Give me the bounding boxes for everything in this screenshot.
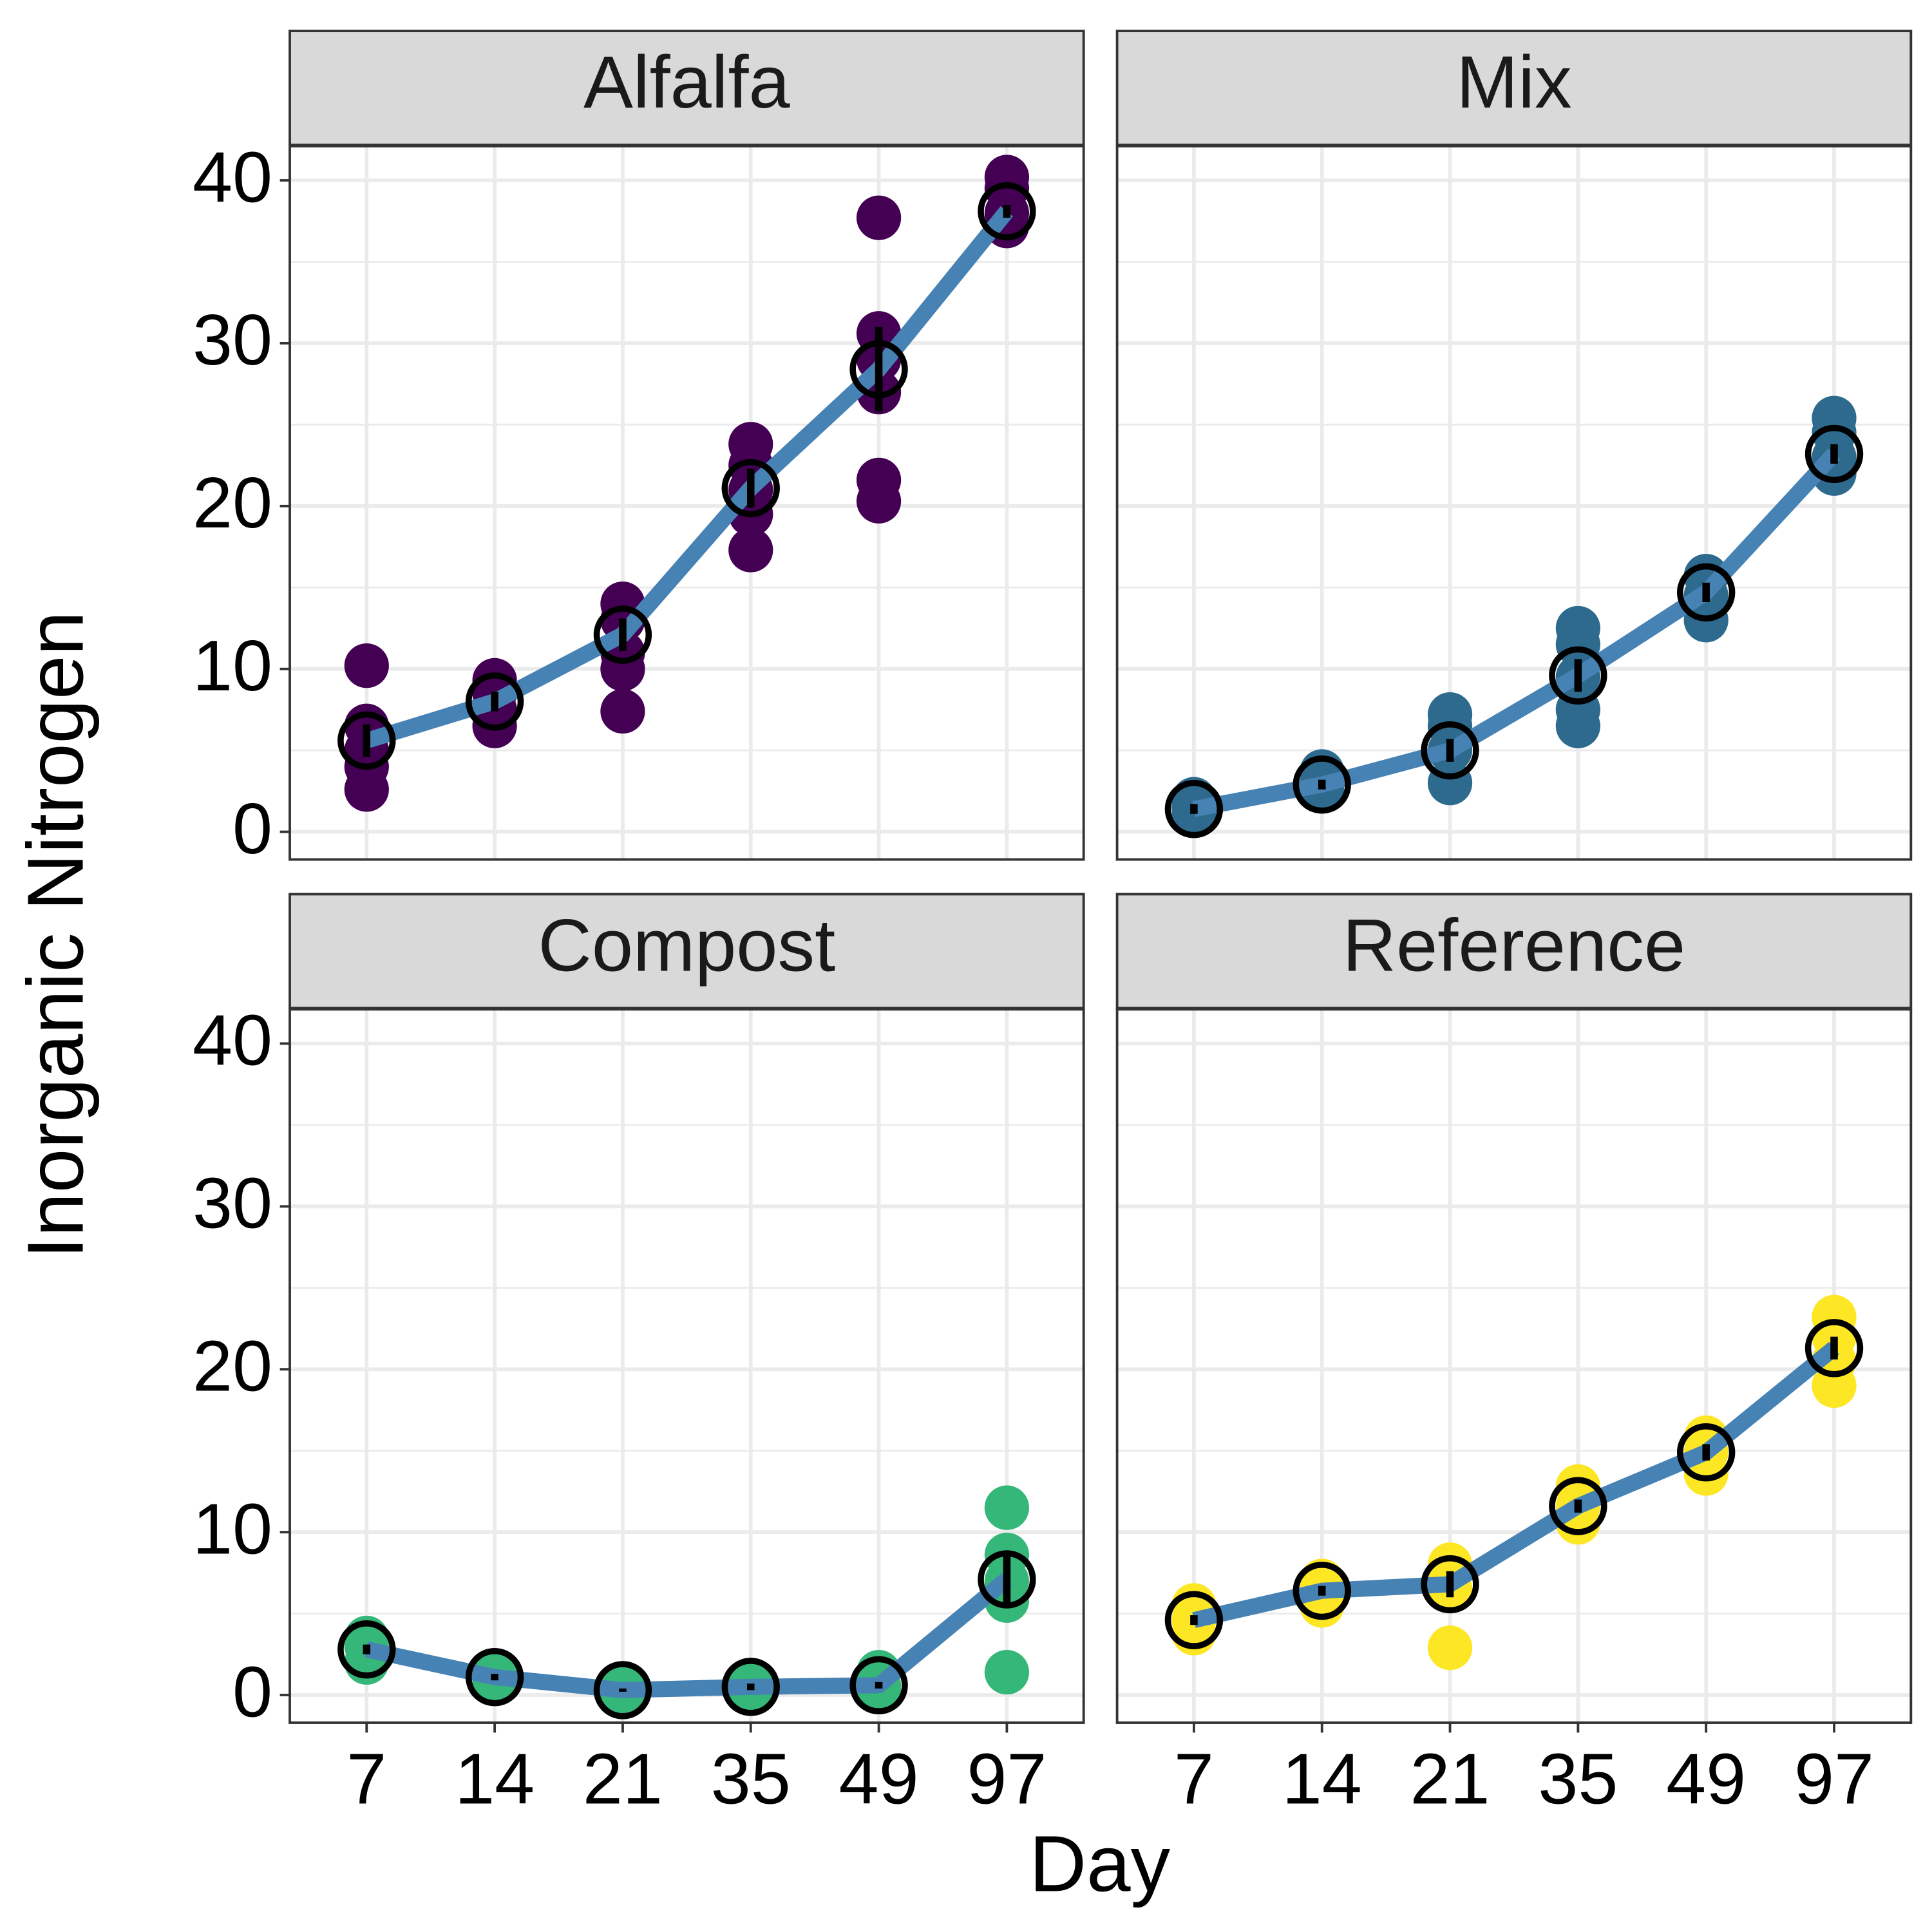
- x-tick-label: 7: [1174, 1739, 1214, 1819]
- observation-point: [1812, 1294, 1857, 1340]
- x-tick-label: 97: [1794, 1739, 1874, 1819]
- y-tick-label: 0: [232, 788, 272, 869]
- facet-title: Alfalfa: [583, 41, 790, 124]
- facet-strip: [1115, 893, 1913, 1010]
- mean-point: [593, 605, 652, 664]
- observation-point: [728, 422, 773, 467]
- y-tick-label: 10: [193, 625, 272, 706]
- mean-line: [1192, 448, 1841, 817]
- mean-point: [721, 459, 780, 518]
- mean-point: [1549, 646, 1607, 705]
- x-tick-label: 14: [455, 1739, 535, 1819]
- panel-border: [289, 145, 1085, 861]
- mean-point: [1677, 1423, 1736, 1482]
- panel-background: [290, 1009, 1084, 1723]
- mean-point: [1293, 1561, 1351, 1620]
- x-tick-label: 35: [711, 1739, 791, 1819]
- x-tick-label: 21: [1410, 1739, 1490, 1819]
- mean-point: [978, 182, 1036, 241]
- mean-point: [978, 1550, 1036, 1609]
- y-tick-label: 30: [193, 299, 272, 380]
- facet-title: Reference: [1343, 904, 1685, 987]
- mean-point: [1293, 755, 1351, 814]
- x-tick-label: 7: [346, 1739, 386, 1819]
- observation-point: [600, 688, 645, 734]
- observation-point: [344, 643, 389, 688]
- y-axis-title: Inorganic Nitrogen: [12, 611, 100, 1259]
- facet-strip: [1115, 30, 1913, 146]
- panel-border: [289, 1008, 1085, 1724]
- x-tick-label: 49: [1666, 1739, 1746, 1819]
- mean-point: [1164, 1591, 1224, 1649]
- observation-point: [856, 457, 902, 502]
- facet-title: Mix: [1456, 41, 1571, 124]
- mean-point: [721, 1658, 780, 1716]
- mean-point: [1549, 1477, 1607, 1535]
- mean-point: [849, 340, 908, 399]
- x-tick-label: 14: [1282, 1739, 1362, 1819]
- mean-point: [465, 1647, 524, 1707]
- observation-point: [984, 1485, 1030, 1530]
- x-axis-title: Day: [1029, 1820, 1170, 1908]
- mean-point: [337, 711, 396, 770]
- mean-point: [1421, 1555, 1479, 1614]
- mean-line: [364, 206, 1014, 748]
- y-tick-label: 20: [193, 1326, 272, 1406]
- mean-point: [1804, 424, 1864, 484]
- x-tick-label: 21: [583, 1739, 663, 1819]
- mean-point: [849, 1656, 908, 1715]
- y-tick-label: 20: [193, 462, 272, 543]
- x-tick-label: 49: [839, 1739, 919, 1819]
- observation-point: [728, 527, 773, 573]
- observation-point: [1427, 1625, 1473, 1671]
- mean-point: [465, 672, 524, 731]
- mean-point: [1804, 1319, 1864, 1378]
- mean-point: [593, 1661, 652, 1719]
- observation-point: [1555, 605, 1600, 651]
- facet-strip: [289, 30, 1085, 146]
- y-tick-label: 10: [193, 1488, 272, 1569]
- mean-point: [1164, 780, 1224, 838]
- panel-border: [1115, 1008, 1913, 1724]
- mean-point: [1677, 563, 1736, 622]
- observation-point: [984, 1649, 1030, 1695]
- y-tick-label: 30: [193, 1163, 272, 1244]
- mean-point: [1421, 721, 1479, 780]
- panel-background: [290, 146, 1084, 860]
- y-tick-label: 40: [193, 1000, 272, 1081]
- mean-point: [337, 1620, 396, 1679]
- y-tick-label: 40: [193, 137, 272, 217]
- facet-title: Compost: [538, 904, 836, 987]
- x-tick-label: 97: [967, 1739, 1046, 1819]
- panel-border: [1115, 145, 1913, 861]
- observation-point: [856, 195, 902, 240]
- y-tick-label: 0: [232, 1651, 272, 1732]
- x-tick-label: 35: [1538, 1739, 1618, 1819]
